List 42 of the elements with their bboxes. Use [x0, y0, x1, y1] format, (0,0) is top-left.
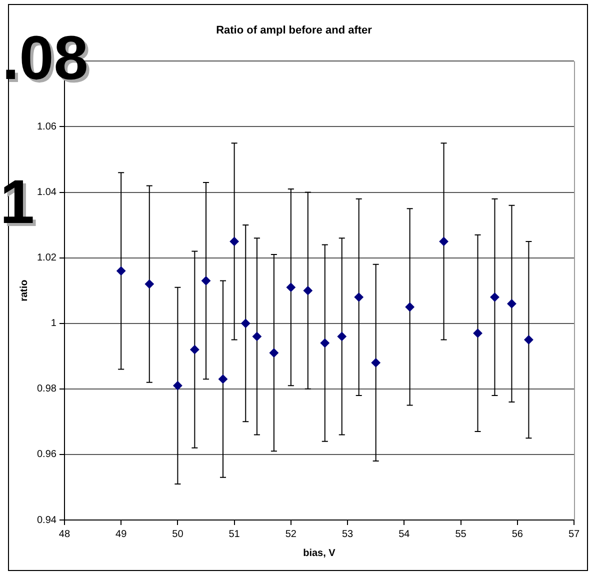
x-tick-label: 54 — [398, 528, 410, 540]
point — [116, 266, 126, 276]
point — [490, 292, 500, 302]
chart-title: Ratio of ampl before and after — [216, 24, 373, 37]
point — [269, 348, 278, 358]
point — [439, 236, 448, 246]
y-tick-label: 0.94 — [36, 514, 57, 526]
y-tick-label: 1.04 — [36, 187, 57, 198]
x-tick-label: 55 — [455, 528, 467, 540]
y-tick-label: 0.96 — [36, 449, 57, 460]
y-tick-label: 1.06 — [36, 121, 57, 132]
y-tick-label: 1.02 — [36, 252, 57, 264]
x-tick-label: 52 — [285, 528, 297, 540]
x-tick-label: 57 — [568, 528, 580, 540]
point — [252, 332, 262, 341]
x-tick-label: 49 — [116, 528, 128, 540]
point — [286, 282, 296, 292]
x-tick-label: 48 — [58, 528, 70, 540]
point — [144, 280, 154, 289]
point — [173, 381, 182, 390]
point — [230, 236, 239, 246]
point — [218, 374, 228, 384]
point — [473, 328, 482, 338]
y-tick-label: 1 — [50, 318, 57, 330]
point — [320, 338, 330, 348]
point — [405, 302, 414, 312]
point — [507, 299, 516, 308]
point — [371, 358, 380, 368]
point — [303, 286, 312, 296]
point — [337, 332, 346, 341]
y-tick-label: 0.98 — [36, 384, 57, 395]
point — [202, 276, 210, 286]
y-axis-title: ratio — [18, 280, 30, 302]
x-tick-label: 50 — [172, 528, 184, 540]
point — [354, 292, 364, 302]
x-tick-label: 53 — [342, 528, 354, 540]
point — [524, 335, 534, 344]
point — [190, 345, 200, 354]
x-tick-label: 51 — [228, 528, 240, 540]
x-tick-label: 56 — [512, 528, 524, 540]
x-axis-title: bias, V — [303, 548, 336, 559]
point — [241, 318, 250, 328]
